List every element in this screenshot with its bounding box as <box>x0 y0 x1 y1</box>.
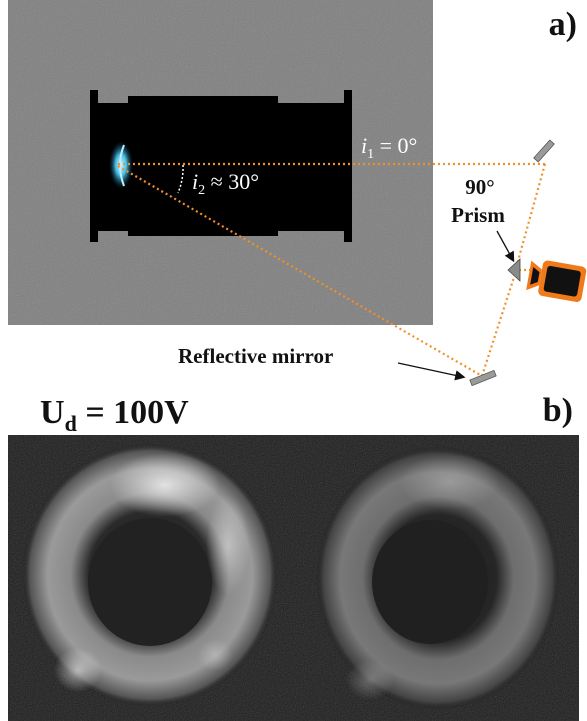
prism-label-line2: Prism <box>451 203 505 227</box>
reflective-mirror <box>469 369 497 387</box>
beam-paths <box>117 162 547 377</box>
mirror-arrow <box>397 362 466 381</box>
left-ring <box>22 443 278 707</box>
angle1-label: i1 = 0° <box>361 133 417 162</box>
angle-arc <box>177 164 184 194</box>
camera-icon <box>526 260 587 303</box>
panel-a-label: a) <box>548 6 577 43</box>
right-ring <box>316 446 560 710</box>
prism-icon <box>507 258 521 282</box>
mirror-label: Reflective mirror <box>178 344 333 368</box>
plasma-plume <box>109 141 133 189</box>
voltage-label: Ud = 100V <box>40 394 189 436</box>
panel-b-label: b) <box>542 392 573 429</box>
panel-a: i1 = 0° i2 ≈ 30° 90° Prism Reflective mi… <box>8 0 587 387</box>
thruster-silhouette <box>90 90 352 242</box>
angle2-label: i2 ≈ 30° <box>192 169 259 198</box>
panel-b <box>8 435 579 721</box>
prism-label-line1: 90° <box>465 175 494 199</box>
top-mirror <box>533 139 555 163</box>
prism-arrow <box>496 230 515 263</box>
